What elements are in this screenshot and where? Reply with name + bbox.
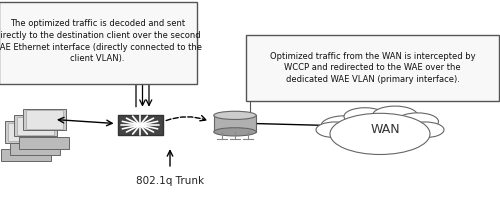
FancyBboxPatch shape	[118, 115, 162, 135]
FancyBboxPatch shape	[0, 2, 196, 84]
Ellipse shape	[214, 111, 256, 119]
FancyBboxPatch shape	[20, 137, 69, 149]
Circle shape	[344, 108, 386, 125]
FancyBboxPatch shape	[14, 115, 57, 136]
FancyBboxPatch shape	[246, 35, 499, 101]
FancyBboxPatch shape	[5, 121, 48, 143]
Ellipse shape	[214, 128, 256, 136]
Text: 802.1q Trunk: 802.1q Trunk	[136, 176, 204, 186]
Circle shape	[321, 116, 369, 136]
FancyBboxPatch shape	[18, 117, 54, 135]
FancyBboxPatch shape	[23, 109, 66, 130]
Circle shape	[396, 113, 438, 130]
FancyBboxPatch shape	[10, 143, 60, 155]
FancyBboxPatch shape	[2, 149, 51, 161]
FancyBboxPatch shape	[26, 110, 63, 129]
Text: The optimized traffic is decoded and sent
directly to the destination client ove: The optimized traffic is decoded and sen…	[0, 19, 202, 63]
FancyBboxPatch shape	[214, 115, 256, 132]
Text: Optimized traffic from the WAN is intercepted by
WCCP and redirected to the WAE : Optimized traffic from the WAN is interc…	[270, 52, 476, 84]
FancyBboxPatch shape	[8, 123, 44, 141]
Circle shape	[316, 122, 354, 138]
Circle shape	[406, 122, 444, 138]
Circle shape	[330, 113, 430, 154]
Circle shape	[372, 106, 418, 125]
FancyBboxPatch shape	[119, 37, 161, 66]
Ellipse shape	[325, 111, 435, 144]
Text: WAN: WAN	[370, 123, 400, 136]
